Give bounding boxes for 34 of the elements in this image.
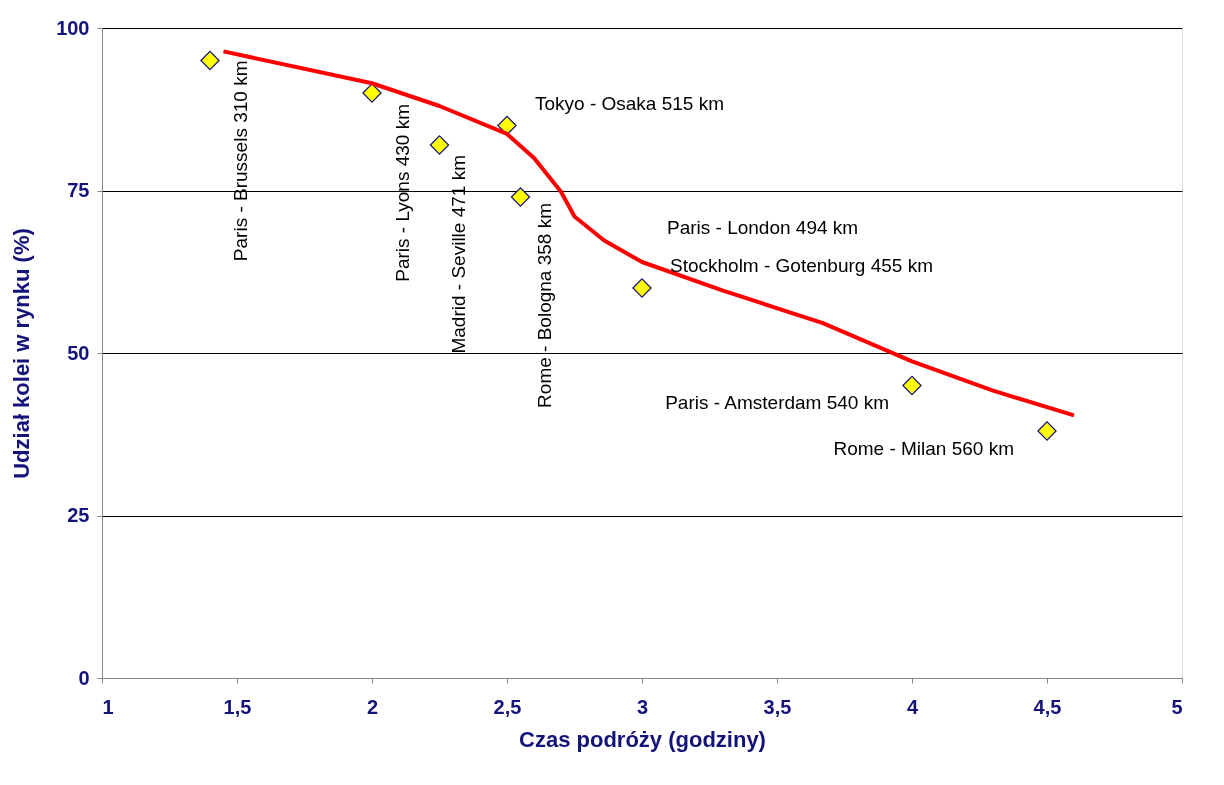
x-tick-label: 4 (906, 695, 919, 718)
annotation: Paris - Lyons 430 km (392, 104, 413, 282)
x-tick-label: 1 (102, 695, 114, 718)
x-tick-label: 2 (366, 695, 379, 718)
point (902, 375, 922, 396)
annotation: Rome - Milan 560 km (833, 438, 1014, 459)
y-tick-label: 100 (56, 16, 90, 39)
annotation: Rome - Bologna 358 km (533, 203, 555, 408)
x-tick-label: 4,5 (1033, 695, 1062, 718)
line-series (221, 49, 1076, 418)
point (1037, 421, 1057, 441)
annotation: Paris - London 494 km (667, 217, 859, 238)
point (510, 187, 531, 207)
y-tick-label: 25 (67, 504, 90, 526)
annotation: Tokyo - Osaka 515 km (535, 92, 725, 114)
annotation: Paris - Brussels 310 km (230, 60, 251, 262)
y-tick-label: 75 (67, 179, 90, 201)
x-tick-label: 3,5 (763, 695, 792, 718)
point (497, 115, 517, 136)
y-tick-label: 50 (67, 341, 90, 364)
annotation: Stockholm - Gotenburg 455 km (670, 255, 933, 276)
x-axis-title: Czas podróży (godziny) (519, 726, 766, 752)
point (429, 135, 450, 155)
point (362, 83, 382, 103)
x-tick-label: 1,5 (223, 695, 252, 718)
x-tick-label: 3 (636, 695, 649, 718)
point (632, 278, 652, 298)
y-axis-title: Udział kolei w rynku (%) (9, 228, 35, 479)
annotation: Paris - Amsterdam 540 km (665, 391, 889, 413)
point (200, 50, 220, 71)
annotation: Madrid - Seville 471 km (447, 155, 469, 354)
y-tick-label: 0 (78, 666, 90, 689)
x-tick-label: 2,5 (493, 695, 522, 718)
x-tick-label: 5 (1171, 695, 1183, 718)
